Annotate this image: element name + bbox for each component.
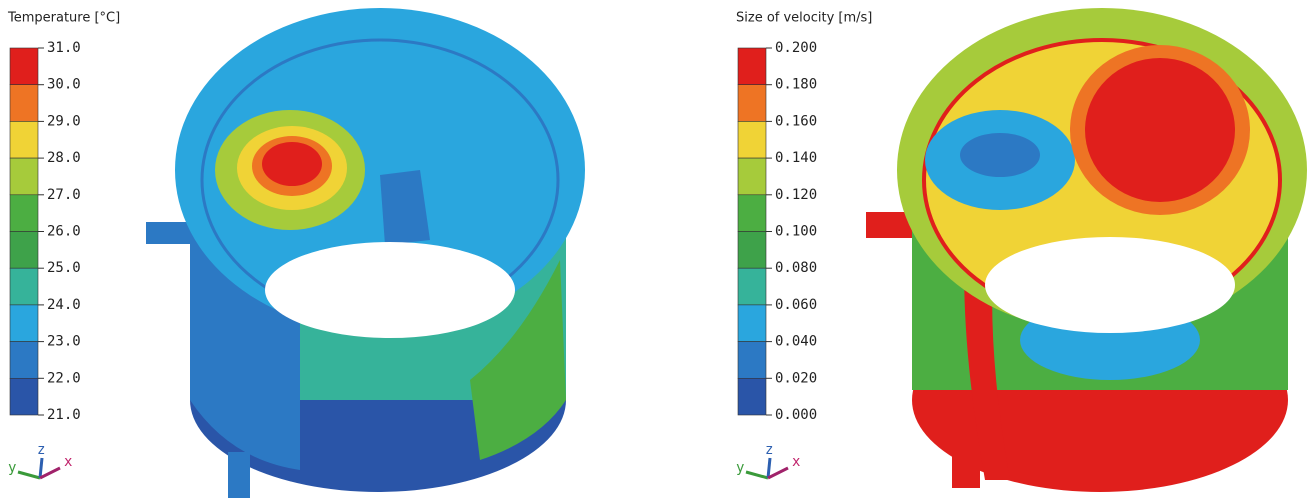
legend-title: Temperature [°C] <box>7 11 120 26</box>
axis-label-y: y <box>736 460 744 476</box>
legend-label: 27.0 <box>47 187 81 203</box>
fast-core <box>1085 58 1235 202</box>
legend-swatch <box>10 305 38 342</box>
axis-z <box>768 458 770 478</box>
legend-label: 25.0 <box>47 260 81 276</box>
legend-label: 21.0 <box>47 407 81 423</box>
axis-y <box>746 472 768 478</box>
hole <box>985 237 1235 333</box>
legend-swatch <box>10 158 38 195</box>
legend-swatch <box>738 85 766 122</box>
axis-label-y: y <box>8 460 16 476</box>
legend-label: 31.0 <box>47 40 81 56</box>
legend-label: 0.060 <box>775 297 817 313</box>
screenshot: Temperature [°C] 31.0 30.0 29.0 28.0 27.0 26.0… <box>0 0 1309 504</box>
legend-label: 29.0 <box>47 113 81 129</box>
outlet-pipe <box>952 448 980 488</box>
legend-label: 0.100 <box>775 224 817 240</box>
hotspot-core <box>262 142 322 186</box>
legend-swatch <box>738 268 766 305</box>
legend-swatch <box>738 158 766 195</box>
legend-label: 0.200 <box>775 40 817 56</box>
legend-label: 0.000 <box>775 407 817 423</box>
legend-swatch <box>10 232 38 269</box>
legend-label: 0.080 <box>775 260 817 276</box>
legend-label: 28.0 <box>47 150 81 166</box>
legend-label: 0.020 <box>775 370 817 386</box>
legend-swatch <box>738 378 766 415</box>
legend-swatch <box>738 121 766 158</box>
axis-y <box>18 472 40 478</box>
legend-swatch <box>10 121 38 158</box>
axis-label-x: x <box>792 454 800 470</box>
legend-title: Size of velocity [m/s] <box>736 11 872 26</box>
legend-swatch <box>738 232 766 269</box>
legend-swatch <box>10 85 38 122</box>
axis-label-x: x <box>64 454 72 470</box>
hole <box>265 242 515 338</box>
legend-swatch <box>738 195 766 232</box>
legend-swatch <box>10 195 38 232</box>
legend-label: 0.180 <box>775 77 817 93</box>
axis-x <box>768 468 788 478</box>
legend-swatch <box>10 378 38 415</box>
legend-swatch <box>10 268 38 305</box>
legend-label: 30.0 <box>47 77 81 93</box>
temperature-model <box>146 8 585 498</box>
legend-swatch <box>738 48 766 85</box>
axis-x <box>40 468 60 478</box>
velocity-model <box>866 8 1307 492</box>
legend-swatch <box>738 342 766 379</box>
legend-swatch <box>10 48 38 85</box>
legend-swatch <box>738 305 766 342</box>
legend-label: 22.0 <box>47 370 81 386</box>
legend-label: 23.0 <box>47 334 81 350</box>
outlet-pipe <box>228 452 250 498</box>
legend-label: 26.0 <box>47 224 81 240</box>
legend-label: 0.120 <box>775 187 817 203</box>
legend-label: 0.040 <box>775 334 817 350</box>
legend-swatch <box>10 342 38 379</box>
legend-label: 0.140 <box>775 150 817 166</box>
slow-core <box>960 133 1040 177</box>
axis-label-z: z <box>765 442 773 458</box>
axis-z <box>40 458 42 478</box>
legend-label: 24.0 <box>47 297 81 313</box>
legend-label: 0.160 <box>775 113 817 129</box>
axis-label-z: z <box>37 442 45 458</box>
